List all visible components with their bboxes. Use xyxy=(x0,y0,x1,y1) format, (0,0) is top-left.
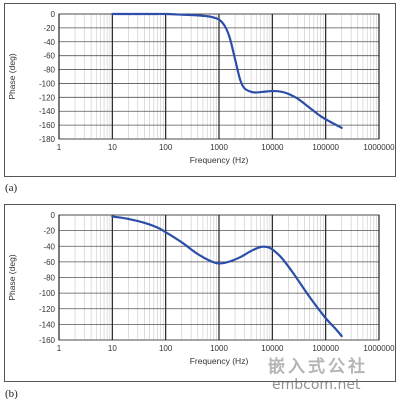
x-tick-label: 10 xyxy=(108,344,117,353)
chart-panel-b: 0 -20 -40 -60 -80 -100 -120 -140 -160 1 10 100 1000 1… xyxy=(4,204,396,382)
x-tick-label: 100 xyxy=(159,344,173,353)
y-tick-label: -140 xyxy=(39,320,56,329)
y-tick-label: -180 xyxy=(39,135,56,144)
x-tick-label: 100000 xyxy=(312,143,339,152)
x-tick-label: 1000 xyxy=(210,143,228,152)
x-tick-label: 10000 xyxy=(261,344,284,353)
y-tick-label: -80 xyxy=(43,66,55,75)
y-axis-title: Phase (deg) xyxy=(7,254,17,300)
y-tick-label: -100 xyxy=(39,79,56,88)
y-tick-label: -60 xyxy=(43,258,55,267)
y-tick-label: -120 xyxy=(39,93,56,102)
y-tick-label: -100 xyxy=(39,289,56,298)
x-axis-title: Frequency (Hz) xyxy=(190,356,249,366)
y-tick-label: -20 xyxy=(43,227,55,236)
watermark-chinese-text: 嵌入式公社 xyxy=(268,357,368,377)
y-tick-label: 0 xyxy=(51,10,56,19)
x-tick-label: 100 xyxy=(159,143,173,152)
phase-series-line xyxy=(111,215,343,338)
y-tick-label: -140 xyxy=(39,107,56,116)
y-tick-label: -120 xyxy=(39,305,56,314)
panel-label-b: (b) xyxy=(5,388,18,400)
y-tick-label: -40 xyxy=(43,38,55,47)
x-tick-label: 1000 xyxy=(210,344,228,353)
y-tick-label: -160 xyxy=(39,121,56,130)
y-axis-title: Phase (deg) xyxy=(7,53,17,99)
y-tick-label: -20 xyxy=(43,24,55,33)
x-tick-label: 1000000 xyxy=(363,344,395,353)
x-tick-label: 1000000 xyxy=(363,143,395,152)
chart-panel-a: 0 -20 -40 -60 -80 -100 -120 -140 -160 -180 1 10 100 1… xyxy=(4,3,396,177)
panel-label-a: (a) xyxy=(5,182,18,194)
x-tick-label: 1 xyxy=(57,344,62,353)
x-axis-title: Frequency (Hz) xyxy=(190,155,249,165)
y-tick-label: 0 xyxy=(51,211,56,220)
y-tick-label: -60 xyxy=(43,52,55,61)
x-tick-label: 10000 xyxy=(261,143,284,152)
phase-series-line xyxy=(111,12,343,129)
x-tick-label: 1 xyxy=(57,143,62,152)
y-tick-label: -80 xyxy=(43,274,55,283)
x-tick-label: 10 xyxy=(108,143,117,152)
x-tick-label: 100000 xyxy=(312,344,339,353)
watermark-url: embcom.net xyxy=(272,377,361,393)
y-tick-label: -160 xyxy=(39,336,56,345)
y-tick-label: -40 xyxy=(43,242,55,251)
